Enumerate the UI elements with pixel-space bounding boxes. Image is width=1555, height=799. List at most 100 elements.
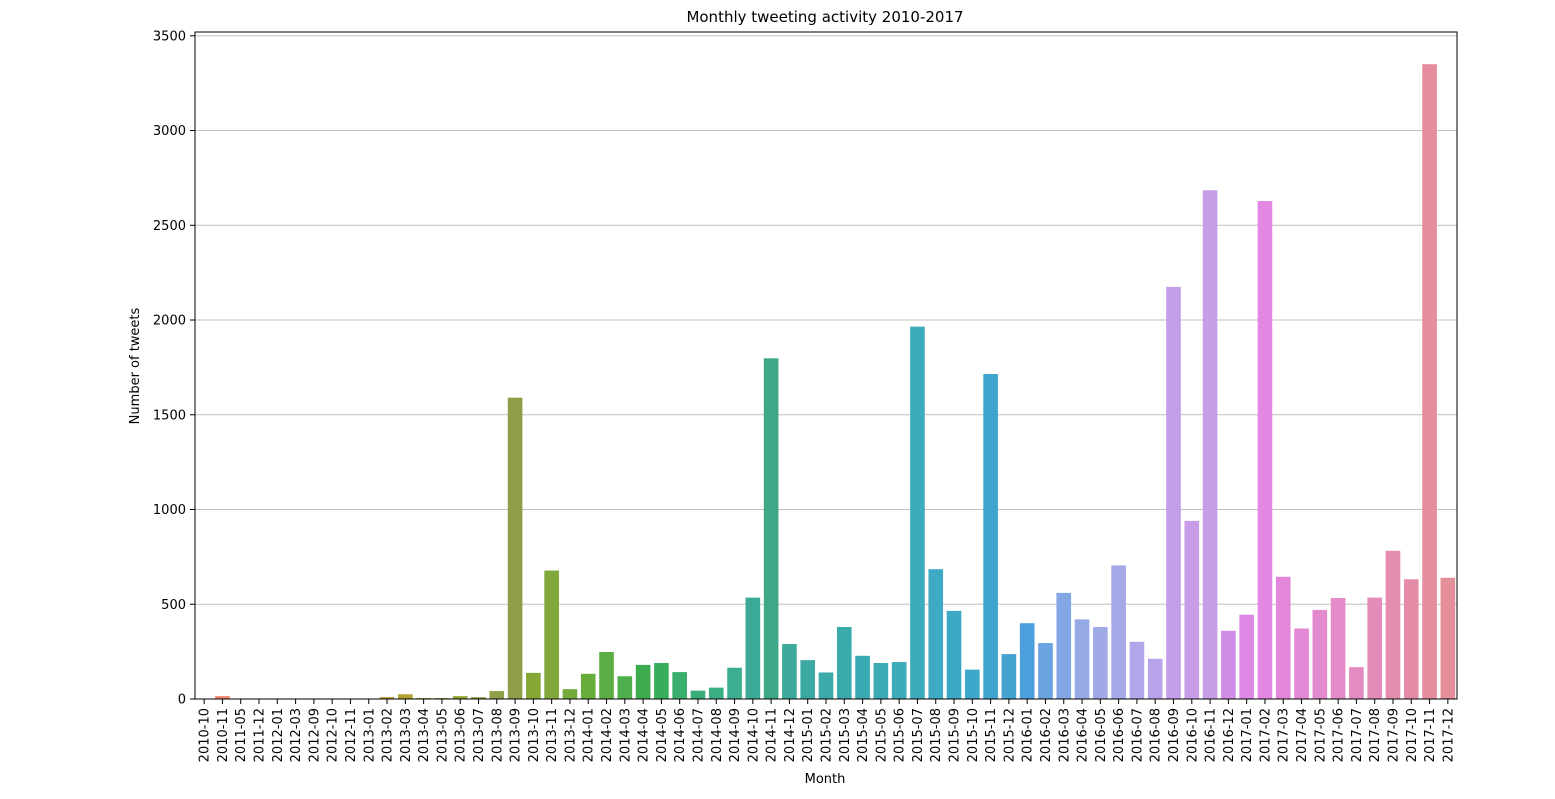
- bar: [1258, 201, 1273, 699]
- x-tick-label: 2013-06: [454, 708, 469, 762]
- x-tick-label: 2014-12: [783, 708, 798, 762]
- x-tick-label: 2013-08: [490, 708, 505, 762]
- x-tick-label: 2010-11: [216, 708, 231, 762]
- x-tick-label: 2017-02: [1258, 708, 1273, 762]
- bar: [1020, 623, 1035, 699]
- bar: [599, 652, 614, 699]
- x-tick-label: 2015-10: [966, 708, 981, 762]
- x-tick-label: 2013-12: [563, 708, 578, 762]
- bar: [1148, 659, 1163, 699]
- x-tick-label: 2017-06: [1332, 708, 1347, 762]
- bar: [1203, 190, 1218, 699]
- bar: [800, 660, 815, 699]
- bar: [1313, 610, 1328, 699]
- x-tick-label: 2015-08: [929, 708, 944, 762]
- bar: [1294, 629, 1309, 699]
- x-tick-label: 2011-12: [253, 708, 268, 762]
- x-tick-label: 2016-09: [1167, 708, 1182, 762]
- bar: [782, 644, 797, 699]
- x-tick-label: 2016-01: [1021, 708, 1036, 762]
- x-tick-label: 2013-03: [399, 708, 414, 762]
- x-tick-label: 2016-04: [1076, 708, 1091, 762]
- x-tick-label: 2016-12: [1222, 708, 1237, 762]
- bar: [398, 694, 413, 699]
- bar: [727, 668, 742, 699]
- x-tick-label: 2015-03: [838, 708, 853, 762]
- x-tick-label: 2012-10: [326, 708, 341, 762]
- x-tick-label: 2016-10: [1185, 708, 1200, 762]
- bar: [617, 676, 632, 699]
- x-tick-label: 2014-03: [618, 708, 633, 762]
- x-tick-label: 2012-01: [271, 708, 286, 762]
- bar: [508, 398, 523, 699]
- bar: [983, 374, 998, 699]
- y-tick-label: 3000: [153, 124, 186, 139]
- x-tick-label: 2014-08: [710, 708, 725, 762]
- y-tick-label: 1000: [153, 503, 186, 518]
- x-tick-label: 2017-01: [1240, 708, 1255, 762]
- x-tick-label: 2013-10: [527, 708, 542, 762]
- x-tick-label: 2011-05: [234, 708, 249, 762]
- x-tick-label: 2012-09: [307, 708, 322, 762]
- x-tick-label: 2015-05: [874, 708, 889, 762]
- bar: [1404, 579, 1419, 699]
- bar: [947, 611, 962, 699]
- bar: [892, 662, 907, 699]
- x-tick-label: 2012-11: [344, 708, 359, 762]
- bar: [1221, 631, 1236, 699]
- y-axis-label: Number of tweets: [128, 307, 143, 424]
- x-tick-label: 2017-05: [1313, 708, 1328, 762]
- bar: [764, 358, 779, 699]
- x-tick-label: 2016-05: [1094, 708, 1109, 762]
- x-tick-label: 2013-05: [435, 708, 450, 762]
- bar: [1349, 667, 1364, 699]
- y-tick-label: 3500: [153, 29, 186, 44]
- bar: [1367, 598, 1382, 699]
- bar: [709, 688, 724, 699]
- bar: [1386, 551, 1401, 699]
- bar: [1002, 654, 1017, 699]
- x-tick-label: 2014-10: [746, 708, 761, 762]
- bar: [910, 327, 925, 699]
- y-tick-label: 2500: [153, 219, 186, 234]
- x-tick-label: 2015-06: [893, 708, 908, 762]
- bar: [1166, 287, 1181, 699]
- chart-title: Monthly tweeting activity 2010-2017: [686, 8, 963, 26]
- bar: [837, 627, 852, 699]
- x-tick-label: 2017-11: [1423, 708, 1438, 762]
- x-tick-label: 2013-01: [362, 708, 377, 762]
- x-tick-label: 2012-03: [289, 708, 304, 762]
- x-tick-label: 2015-07: [911, 708, 926, 762]
- x-tick-label: 2017-07: [1350, 708, 1365, 762]
- x-tick-label: 2014-11: [765, 708, 780, 762]
- x-tick-label: 2016-08: [1149, 708, 1164, 762]
- bar: [746, 598, 761, 699]
- x-tick-label: 2014-01: [582, 708, 597, 762]
- bar: [1075, 619, 1090, 699]
- x-tick-label: 2014-05: [655, 708, 670, 762]
- y-tick-label: 500: [161, 598, 186, 613]
- x-tick-label: 2015-12: [1002, 708, 1017, 762]
- x-tick-label: 2014-02: [600, 708, 615, 762]
- x-tick-label: 2017-09: [1386, 708, 1401, 762]
- x-tick-label: 2014-04: [637, 708, 652, 762]
- bar: [489, 691, 504, 699]
- x-tick-label: 2013-04: [417, 708, 432, 762]
- x-tick-label: 2013-02: [381, 708, 396, 762]
- x-tick-label: 2015-01: [801, 708, 816, 762]
- bar: [1038, 643, 1053, 699]
- y-tick-label: 1500: [153, 408, 186, 423]
- bar: [691, 691, 706, 699]
- x-tick-label: 2013-11: [545, 708, 560, 762]
- x-tick-label: 2015-04: [856, 708, 871, 762]
- x-tick-label: 2015-02: [820, 708, 835, 762]
- bar: [581, 674, 596, 699]
- bar: [965, 670, 980, 699]
- bar: [819, 672, 834, 699]
- bar: [1111, 565, 1126, 699]
- bar: [526, 673, 541, 699]
